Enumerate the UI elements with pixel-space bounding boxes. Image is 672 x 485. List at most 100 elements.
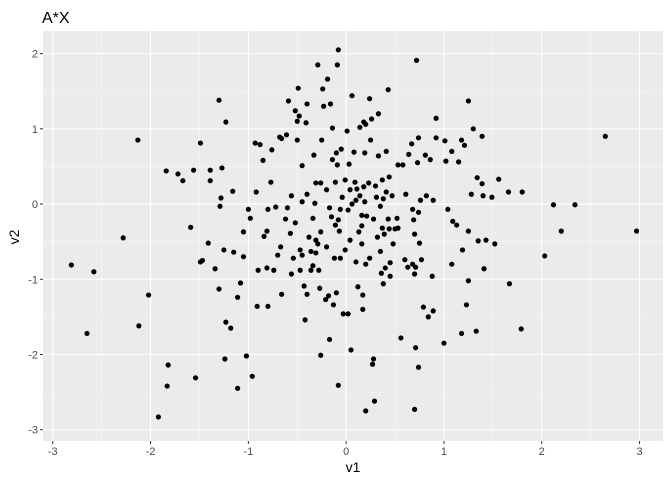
data-point bbox=[406, 151, 412, 157]
data-point bbox=[475, 238, 481, 244]
data-point bbox=[279, 135, 285, 142]
data-point bbox=[336, 228, 342, 234]
data-point bbox=[368, 116, 375, 122]
data-point bbox=[430, 308, 436, 314]
data-point bbox=[292, 220, 298, 226]
data-point bbox=[480, 193, 486, 199]
data-point bbox=[345, 207, 351, 213]
data-point bbox=[602, 133, 608, 139]
data-point bbox=[326, 336, 333, 343]
data-point bbox=[252, 140, 258, 146]
data-point bbox=[458, 137, 465, 143]
data-point bbox=[323, 187, 330, 193]
data-point bbox=[325, 293, 332, 299]
data-point bbox=[283, 132, 290, 138]
data-point bbox=[414, 160, 421, 166]
data-point bbox=[199, 257, 206, 264]
y-tick-label: -3 bbox=[28, 425, 38, 437]
data-point bbox=[558, 228, 564, 234]
data-point bbox=[349, 201, 355, 207]
data-point bbox=[367, 255, 373, 261]
data-point bbox=[416, 240, 423, 246]
data-point bbox=[230, 188, 236, 194]
data-point bbox=[463, 302, 470, 308]
y-tick-label: 1 bbox=[32, 124, 38, 136]
data-point bbox=[347, 187, 353, 193]
data-point bbox=[383, 148, 389, 154]
data-point bbox=[417, 197, 424, 203]
data-point bbox=[320, 86, 326, 92]
data-point bbox=[216, 97, 222, 103]
data-point bbox=[394, 215, 400, 221]
data-point bbox=[165, 362, 171, 368]
data-point bbox=[317, 285, 323, 291]
data-point bbox=[321, 103, 327, 109]
data-point bbox=[155, 414, 161, 420]
data-point bbox=[219, 165, 225, 171]
data-point bbox=[355, 284, 361, 290]
data-point bbox=[519, 189, 525, 195]
data-point bbox=[260, 157, 266, 163]
data-point bbox=[433, 135, 439, 141]
data-point bbox=[433, 115, 439, 121]
data-point bbox=[334, 162, 340, 168]
data-point bbox=[380, 196, 386, 202]
data-point bbox=[379, 177, 385, 183]
data-point bbox=[221, 247, 227, 253]
data-point bbox=[268, 179, 274, 185]
data-point bbox=[329, 157, 336, 163]
data-point bbox=[188, 224, 194, 230]
data-point bbox=[361, 184, 367, 190]
data-point bbox=[461, 142, 468, 148]
data-point bbox=[371, 398, 378, 404]
data-point bbox=[269, 147, 275, 153]
data-point bbox=[420, 304, 427, 310]
data-point bbox=[335, 217, 341, 223]
data-point bbox=[175, 171, 181, 177]
data-point bbox=[387, 260, 393, 266]
axes: -3 -2 -1 0 1 2 3 -3 -2 -1 0 1 2 bbox=[28, 49, 642, 458]
data-point bbox=[357, 193, 363, 199]
data-point bbox=[377, 203, 383, 209]
data-point bbox=[405, 264, 411, 270]
data-point bbox=[572, 202, 578, 208]
data-point bbox=[367, 96, 373, 102]
data-point bbox=[398, 335, 404, 341]
data-point bbox=[345, 311, 351, 317]
x-tick-label: -1 bbox=[243, 446, 253, 458]
data-point bbox=[385, 216, 391, 222]
data-point bbox=[335, 382, 341, 388]
data-point bbox=[402, 257, 408, 263]
data-point bbox=[299, 163, 305, 169]
data-point bbox=[288, 271, 294, 277]
data-point bbox=[273, 204, 279, 210]
data-point bbox=[415, 364, 422, 370]
x-tick-label: 3 bbox=[636, 446, 642, 458]
data-point bbox=[378, 270, 384, 276]
data-points bbox=[68, 47, 640, 420]
data-point bbox=[68, 262, 74, 268]
data-point bbox=[449, 261, 455, 267]
data-point bbox=[412, 264, 419, 270]
data-point bbox=[315, 241, 321, 247]
data-point bbox=[409, 141, 415, 147]
data-point bbox=[356, 229, 362, 235]
data-point bbox=[319, 137, 325, 143]
data-point bbox=[470, 126, 476, 132]
data-point bbox=[323, 296, 329, 303]
data-point bbox=[492, 241, 498, 247]
data-point bbox=[465, 98, 471, 104]
data-point bbox=[459, 247, 466, 253]
data-point bbox=[318, 180, 324, 186]
data-point bbox=[207, 178, 213, 184]
data-point bbox=[228, 325, 234, 331]
data-point bbox=[479, 181, 485, 187]
plot-panel bbox=[43, 31, 663, 441]
data-point bbox=[422, 152, 428, 158]
data-point bbox=[301, 283, 307, 289]
data-point bbox=[299, 199, 305, 205]
data-point bbox=[386, 226, 392, 232]
data-point bbox=[265, 303, 271, 309]
data-point bbox=[359, 223, 365, 229]
data-point bbox=[294, 118, 300, 124]
